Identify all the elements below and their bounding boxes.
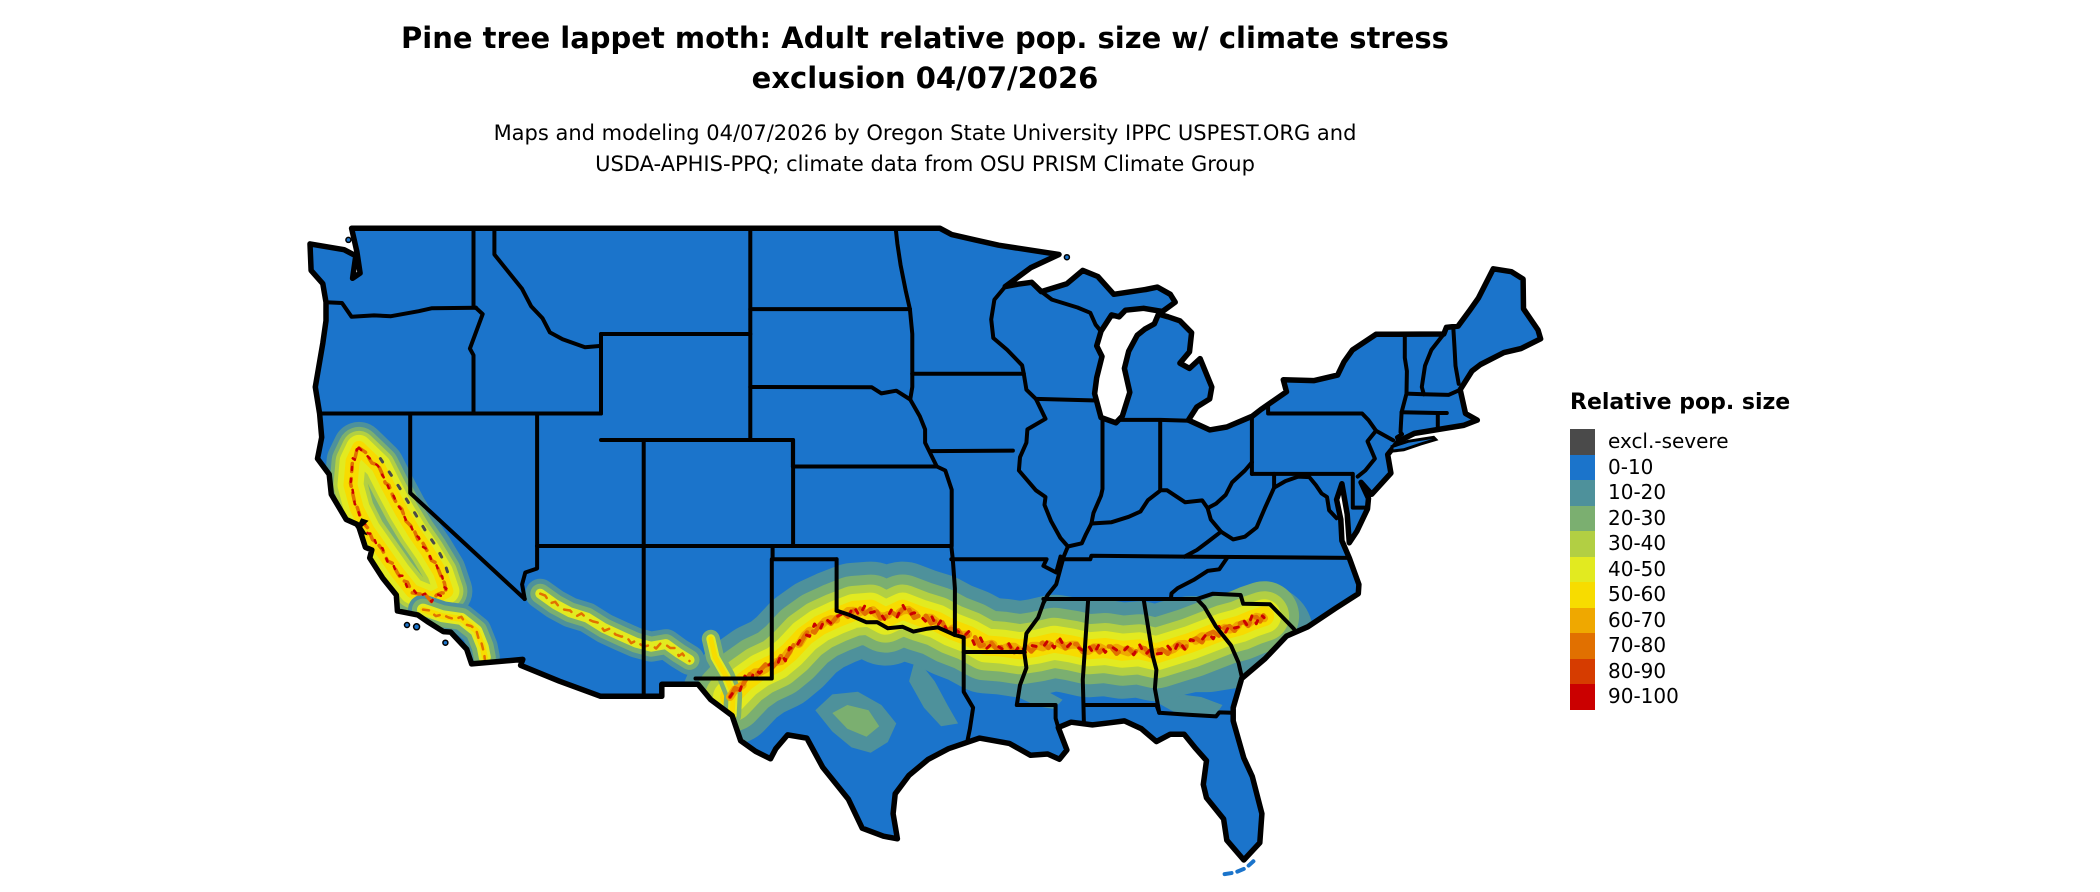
- figure-subtitle: Maps and modeling 04/07/2026 by Oregon S…: [0, 118, 1850, 180]
- legend-item: 10-20: [1570, 480, 1790, 506]
- legend-swatch: [1570, 658, 1595, 684]
- legend-swatch: [1570, 633, 1595, 659]
- legend-swatch: [1570, 556, 1595, 582]
- figure-subtitle-line1: Maps and modeling 04/07/2026 by Oregon S…: [493, 121, 1357, 145]
- legend: Relative pop. size excl.-severe 0-10 10-20…: [1570, 390, 1790, 710]
- legend-swatch: [1570, 429, 1595, 455]
- legend-swatch: [1570, 684, 1595, 710]
- legend-label: excl.-severe: [1608, 429, 1729, 454]
- legend-item: 80-90: [1570, 658, 1790, 684]
- figure-title-line1: Pine tree lappet moth: Adult relative po…: [401, 21, 1449, 55]
- legend-label: 50-60: [1608, 582, 1667, 607]
- legend-label: 10-20: [1608, 480, 1667, 505]
- legend-label: 80-90: [1608, 658, 1667, 683]
- long-island: [1390, 435, 1439, 453]
- legend-item: 20-30: [1570, 505, 1790, 531]
- legend-item: 70-80: [1570, 633, 1790, 659]
- legend-label: 20-30: [1608, 505, 1667, 530]
- heat-raster-layers: [317, 228, 1461, 753]
- legend-title: Relative pop. size: [1570, 390, 1791, 415]
- figure-subtitle-line2: USDA-APHIS-PPQ; climate data from OSU PR…: [595, 152, 1255, 176]
- legend-swatch: [1570, 505, 1595, 531]
- legend-item: 50-60: [1570, 582, 1790, 608]
- legend-label: 30-40: [1608, 531, 1667, 556]
- legend-label: 0-10: [1608, 454, 1654, 479]
- legend-item: 30-40: [1570, 531, 1790, 557]
- legend-item: 0-10: [1570, 454, 1790, 480]
- legend-item: 90-100: [1570, 684, 1790, 710]
- legend-label: 60-70: [1608, 607, 1667, 632]
- legend-swatch: [1570, 454, 1595, 480]
- conus-outline: [307, 225, 1544, 863]
- figure-title-line2: exclusion 04/07/2026: [751, 61, 1099, 95]
- legend-label: 70-80: [1608, 633, 1667, 658]
- islet: [403, 621, 411, 629]
- state-borders: [317, 228, 1461, 742]
- legend-swatch: [1570, 607, 1595, 633]
- legend-swatch: [1570, 480, 1595, 506]
- legend-items: excl.-severe 0-10 10-20 20-30 30-40 40-50 50-6…: [1570, 429, 1790, 710]
- islet: [1063, 253, 1071, 261]
- islet: [412, 623, 421, 631]
- legend-label: 40-50: [1608, 556, 1667, 581]
- legend-swatch: [1570, 582, 1595, 608]
- legend-item: 40-50: [1570, 556, 1790, 582]
- islet: [345, 236, 352, 244]
- legend-item: 60-70: [1570, 607, 1790, 633]
- legend-item: excl.-severe: [1570, 429, 1790, 455]
- florida-keys: [1222, 859, 1256, 877]
- figure-header: Pine tree lappet moth: Adult relative po…: [0, 18, 1850, 180]
- legend-swatch: [1570, 531, 1595, 557]
- islet: [442, 639, 449, 646]
- legend-label: 90-100: [1608, 684, 1679, 709]
